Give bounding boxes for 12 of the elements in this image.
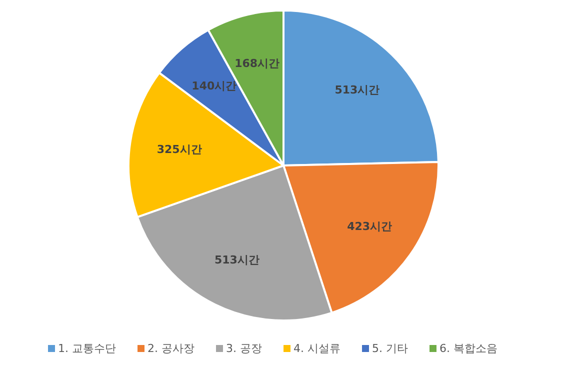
data-label: 140시간 [192,80,237,93]
legend-label: 3. 공장 [226,342,262,355]
legend-label: 6. 복합소음 [440,342,498,355]
data-label: 513시간 [214,254,260,267]
data-label: 423시간 [347,220,392,233]
legend-label: 1. 교통수단 [58,342,116,355]
data-label: 513시간 [334,84,380,97]
data-label: 325시간 [156,143,202,156]
legend-label: 5. 기타 [372,342,408,355]
legend-label: 4. 시설류 [294,342,340,355]
legend-label: 2. 공사장 [148,342,194,355]
data-label: 168시간 [234,56,280,70]
